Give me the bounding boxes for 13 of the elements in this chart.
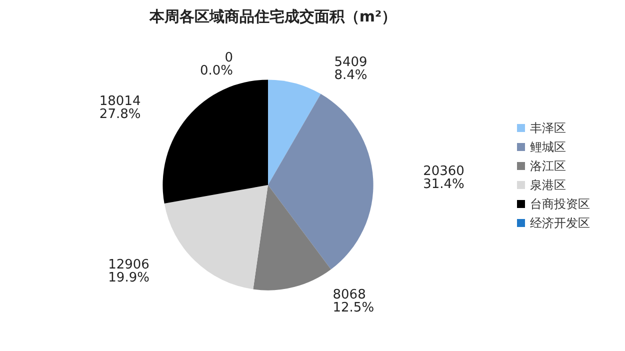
data-label: 20360 31.4% bbox=[423, 164, 464, 192]
chart-title: 本周各区域商品住宅成交面积（m²） bbox=[148, 8, 397, 26]
legend-label: 鲤城区 bbox=[530, 140, 566, 154]
data-label: 18014 27.8% bbox=[99, 94, 141, 122]
legend-label: 泉港区 bbox=[530, 178, 566, 192]
data-label: 5409 8.4% bbox=[334, 54, 368, 83]
data-label: 12906 19.9% bbox=[108, 258, 150, 286]
legend-label: 丰泽区 bbox=[530, 121, 566, 135]
legend-label: 台商投资区 bbox=[530, 197, 590, 211]
legend-label: 洛江区 bbox=[530, 159, 566, 173]
legend-label: 经济开发区 bbox=[530, 216, 590, 230]
data-label: 8068 12.5% bbox=[332, 288, 374, 316]
text: 0 0.0% bbox=[200, 50, 233, 79]
